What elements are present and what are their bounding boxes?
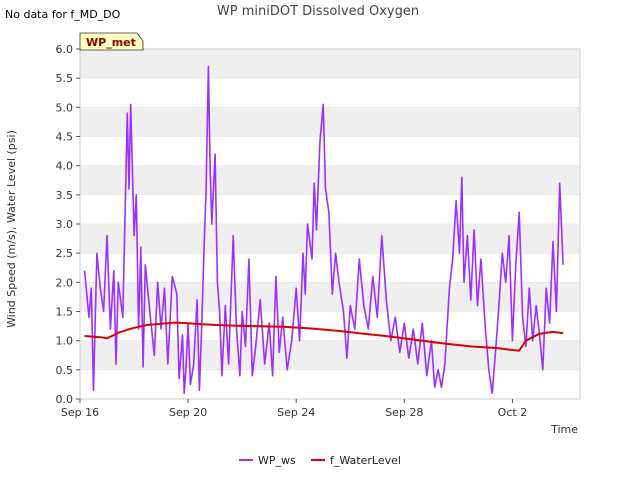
y-grid [80, 48, 580, 400]
y-tick-label: 2.5 [56, 247, 74, 260]
y-tick-label: 6.0 [56, 43, 74, 56]
y-tick-label: 0.0 [56, 393, 74, 406]
wp-met-badge: WP_met [79, 32, 144, 51]
x-tick-label: Sep 16 [61, 406, 99, 419]
y-axis: 0.0 0.5 1.0 1.5 2.0 2.5 3.0 3.5 4.0 4.5 5.0 5.5 6.0 [56, 43, 80, 406]
legend-item-ws[interactable]: WP_ws [239, 454, 296, 467]
series-line-waterlevel [84, 321, 564, 352]
y-tick-label: 3.5 [56, 189, 74, 202]
bg-band [80, 282, 580, 312]
y-tick-label: 1.0 [56, 335, 74, 348]
badge-shape [79, 32, 144, 51]
x-tick-label: Oct 2 [498, 406, 528, 419]
badge-label: WP_met [86, 36, 136, 49]
background-bands [80, 49, 580, 370]
bg-band [80, 107, 580, 137]
legend-item-waterlevel[interactable]: f_WaterLevel [311, 454, 401, 467]
legend[interactable]: WP_ws f_WaterLevel [239, 454, 401, 467]
x-axis-label: Time [550, 423, 578, 436]
chart-title: WP miniDOT Dissolved Oxygen [217, 4, 419, 19]
x-tick-label: Sep 20 [169, 406, 207, 419]
y-tick-label: 5.0 [56, 101, 74, 114]
y-axis-label: Wind Speed (m/s), Water Level (psi) [5, 130, 18, 328]
no-data-notice: No data for f_MD_DO [5, 8, 121, 21]
y-tick-label: 4.0 [56, 160, 74, 173]
bg-band [80, 165, 580, 195]
legend-label-waterlevel: f_WaterLevel [330, 454, 401, 467]
series-lines [83, 65, 564, 394]
x-tick-label: Sep 28 [385, 406, 423, 419]
y-tick-label: 5.5 [56, 72, 74, 85]
y-tick-label: 2.0 [56, 276, 74, 289]
y-tick-label: 4.5 [56, 131, 74, 144]
bg-band [80, 49, 580, 79]
x-axis: Sep 16 Sep 20 Sep 24 Sep 28 Oct 2 [61, 399, 527, 419]
y-tick-label: 0.5 [56, 364, 74, 377]
y-tick-label: 3.0 [56, 218, 74, 231]
y-tick-label: 1.5 [56, 306, 74, 319]
legend-label-ws: WP_ws [258, 454, 296, 467]
x-tick-label: Sep 24 [277, 406, 315, 419]
series-line-ws [83, 65, 564, 394]
